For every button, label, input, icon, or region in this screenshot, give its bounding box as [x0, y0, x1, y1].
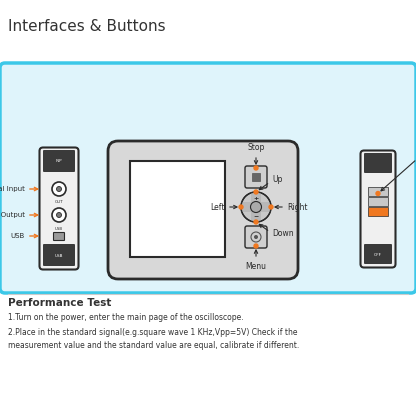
Text: Left: Left [210, 203, 225, 211]
Bar [252, 173, 260, 181]
Text: 2.Place in the standard signal(e.g.square wave 1 KHz,Vpp=5V) Check if the: 2.Place in the standard signal(e.g.squar… [8, 328, 297, 337]
FancyBboxPatch shape [43, 244, 75, 266]
FancyBboxPatch shape [54, 233, 64, 240]
Text: USB: USB [55, 227, 63, 231]
Circle shape [241, 192, 271, 222]
FancyBboxPatch shape [361, 151, 396, 267]
Circle shape [254, 235, 258, 239]
FancyBboxPatch shape [245, 166, 267, 188]
Text: Menu: Menu [245, 262, 267, 271]
Circle shape [254, 220, 258, 224]
Circle shape [250, 201, 262, 213]
Text: 1.Turn on the power, enter the main page of the oscilloscope.: 1.Turn on the power, enter the main page… [8, 313, 244, 322]
Bar [241, 202, 271, 212]
Text: measurement value and the standard value are equal, calibrate if different.: measurement value and the standard value… [8, 341, 299, 350]
Text: Stop: Stop [248, 143, 265, 152]
Text: OUT: OUT [54, 200, 63, 204]
FancyBboxPatch shape [364, 244, 392, 264]
Text: OFF: OFF [374, 253, 382, 257]
Circle shape [269, 205, 273, 209]
FancyBboxPatch shape [245, 226, 267, 248]
FancyBboxPatch shape [364, 153, 392, 173]
Text: −: − [253, 213, 259, 218]
Text: Signal Input: Signal Input [0, 186, 25, 192]
FancyBboxPatch shape [108, 141, 298, 279]
Text: Performance Test: Performance Test [8, 298, 111, 308]
Text: Right: Right [287, 203, 307, 211]
FancyBboxPatch shape [40, 148, 79, 270]
Text: Signal Output: Signal Output [0, 212, 25, 218]
Bar [368, 186, 388, 196]
Text: INP: INP [56, 159, 62, 163]
Bar [130, 161, 225, 257]
Circle shape [52, 182, 66, 196]
Text: USB: USB [11, 233, 25, 239]
Text: USB: USB [55, 254, 63, 258]
FancyBboxPatch shape [43, 150, 75, 172]
Circle shape [254, 244, 258, 248]
Bar [368, 196, 388, 206]
Circle shape [254, 166, 258, 170]
Bar [251, 192, 261, 222]
Text: +: + [253, 196, 259, 201]
Text: Up: Up [272, 176, 282, 185]
FancyBboxPatch shape [0, 63, 416, 293]
Text: Interfaces & Buttons: Interfaces & Buttons [8, 19, 166, 34]
Circle shape [57, 186, 62, 191]
Circle shape [52, 208, 66, 222]
Circle shape [239, 205, 243, 209]
Circle shape [376, 191, 380, 196]
Circle shape [57, 213, 62, 218]
Circle shape [254, 190, 258, 194]
Text: Down: Down [272, 230, 294, 238]
Bar [368, 206, 388, 215]
